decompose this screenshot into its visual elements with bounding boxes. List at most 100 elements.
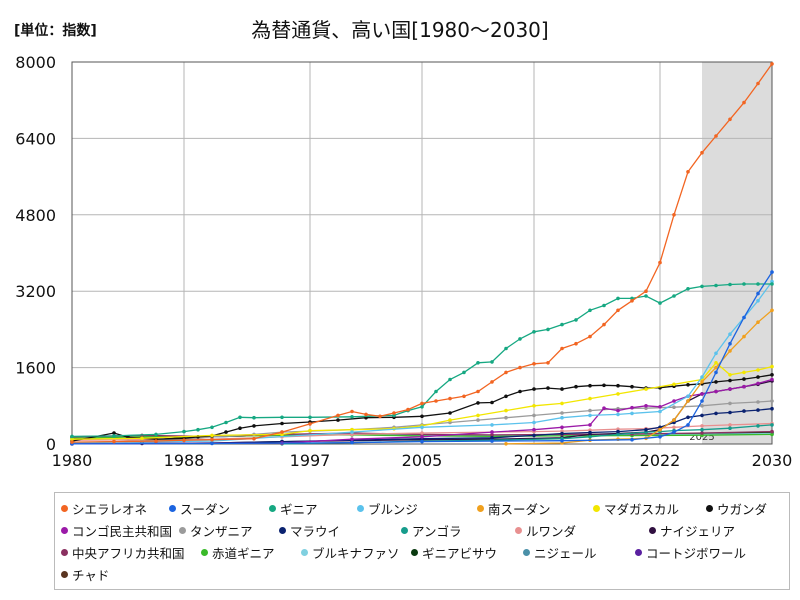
series-line (71, 283, 772, 438)
data-point (728, 426, 732, 431)
data-point (308, 415, 312, 420)
data-point (378, 414, 382, 419)
data-point (350, 409, 354, 414)
data-point (672, 425, 676, 430)
data-point (210, 441, 214, 446)
data-point (504, 394, 508, 399)
data-point (658, 427, 662, 432)
data-point (112, 439, 116, 444)
y-tick-label: 4800 (15, 206, 56, 225)
data-point (714, 370, 718, 375)
legend-item: ギニア (269, 499, 318, 518)
data-point (756, 299, 760, 303)
legend-label: ブルキナファソ (312, 546, 400, 561)
data-point (770, 429, 774, 434)
data-point (532, 420, 536, 425)
data-point (770, 399, 774, 403)
legend-marker (593, 505, 600, 512)
data-point (336, 418, 340, 422)
plot-border (71, 61, 773, 445)
data-point (756, 400, 760, 404)
data-point (462, 370, 466, 375)
data-point (210, 433, 214, 438)
data-point (602, 322, 606, 327)
legend-marker (706, 505, 713, 512)
data-point (462, 394, 466, 399)
data-point (560, 387, 564, 391)
data-point (700, 150, 704, 155)
legend-item: ニジェール (523, 543, 597, 562)
legend-marker (401, 527, 408, 534)
legend-item: マダガスカル (593, 499, 679, 518)
data-point (686, 383, 690, 387)
data-point (728, 387, 732, 391)
data-point (658, 260, 662, 265)
data-point (728, 378, 732, 383)
legend-marker (357, 505, 364, 512)
data-point (644, 289, 648, 294)
x-tick-label: 2030 (752, 451, 793, 470)
legend-label: タンザニア (190, 524, 253, 539)
legend-marker (523, 549, 530, 556)
legend-item: ブルキナファソ (301, 543, 400, 562)
data-point (700, 424, 704, 428)
data-point (560, 415, 564, 420)
legend-marker (179, 527, 186, 534)
data-point (756, 368, 760, 372)
data-point (630, 411, 634, 416)
legend-label: 赤道ギニア (212, 546, 275, 561)
data-point (546, 386, 550, 390)
unit-label: [単位：指数] (14, 23, 97, 39)
data-point (112, 434, 116, 438)
data-point (770, 432, 774, 437)
legend-item: アンゴラ (401, 521, 462, 540)
data-point (280, 415, 284, 420)
legend-label: ギニアビサウ (422, 546, 498, 561)
legend-item: スーダン (169, 499, 230, 518)
series-line (71, 281, 773, 444)
data-point (728, 282, 732, 287)
legend-marker (169, 505, 176, 512)
data-point (630, 299, 634, 303)
data-point (420, 431, 424, 435)
data-point (560, 425, 564, 430)
data-point (490, 400, 494, 405)
legend-label: ルワンダ (526, 524, 577, 539)
data-point (672, 430, 676, 434)
data-point (476, 361, 480, 365)
data-point (714, 283, 718, 288)
y-tick-label: 1600 (15, 359, 56, 378)
data-point (728, 117, 732, 122)
data-point (588, 435, 592, 439)
data-point (714, 361, 718, 365)
data-point (518, 365, 522, 370)
data-point (574, 318, 578, 322)
legend-label: ウガンダ (717, 502, 768, 517)
data-point (504, 408, 508, 413)
legend-item: 中央アフリカ共和国 (61, 543, 185, 562)
data-point (238, 426, 242, 431)
legend-item: ウガンダ (706, 499, 767, 518)
data-point (70, 437, 74, 442)
data-point (602, 406, 606, 411)
data-point (434, 399, 438, 403)
data-point (280, 421, 284, 426)
data-point (490, 380, 494, 384)
data-point (532, 362, 536, 366)
series-8 (70, 377, 774, 446)
data-point (308, 428, 312, 433)
data-point (252, 415, 256, 420)
data-point (742, 100, 746, 105)
data-point (602, 383, 606, 388)
data-point (756, 375, 760, 379)
data-point (700, 431, 704, 435)
data-point (364, 412, 368, 417)
data-point (252, 424, 256, 428)
data-point (224, 420, 228, 425)
legend-marker (515, 527, 522, 534)
data-point (616, 408, 620, 413)
data-point (714, 380, 718, 384)
data-point (672, 213, 676, 217)
legend-label: スーダン (180, 502, 231, 517)
data-point (448, 411, 452, 415)
